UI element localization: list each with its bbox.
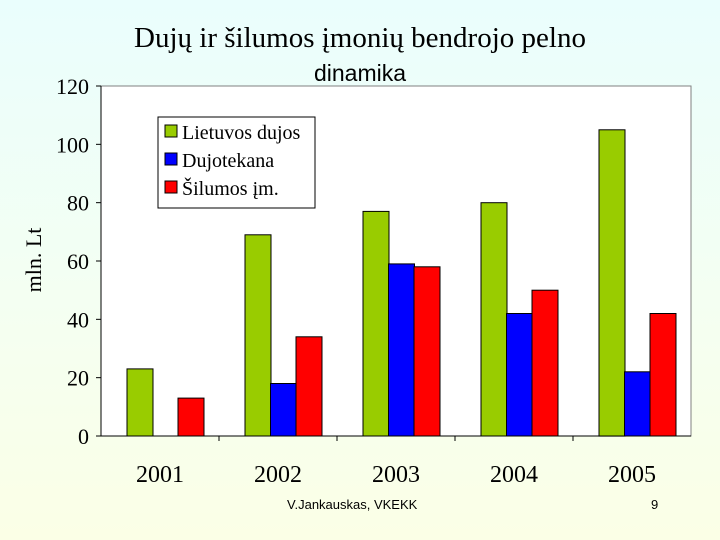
legend-swatch-0 — [164, 124, 178, 138]
chart-title-line-2: dinamika — [313, 60, 407, 86]
y-tick-label-40: 40 — [67, 307, 89, 332]
y-tick-label-20: 20 — [67, 366, 89, 391]
page-number: 9 — [651, 497, 659, 512]
x-tick-label-2002: 2002 — [254, 462, 302, 488]
x-tick-label-2003: 2003 — [372, 462, 420, 488]
y-tick-label-60: 60 — [67, 249, 89, 274]
legend-label-1: Dujotekana — [182, 150, 274, 172]
bar-2005--ilumos-m- — [649, 313, 677, 437]
bar-2003-dujotekana — [388, 263, 415, 437]
y-tick-label-100: 100 — [56, 132, 89, 157]
bar-2002-dujotekana — [270, 383, 297, 437]
bar-2002--ilumos-m- — [295, 336, 323, 437]
x-tick-label-2004: 2004 — [490, 462, 538, 488]
legend-swatch-2 — [164, 180, 178, 194]
bars-group — [126, 129, 677, 437]
bar-2004-lietuvos-dujos — [480, 202, 508, 437]
legend: Lietuvos dujos Dujotekana Šilumos įm. — [157, 116, 316, 209]
bar-2003-lietuvos-dujos — [362, 210, 390, 437]
y-tick-label-120: 120 — [56, 74, 89, 99]
y-tick-label-0: 0 — [78, 424, 89, 449]
bar-2004-dujotekana — [506, 313, 533, 437]
footer-author: V.Jankauskas, VKEKK — [287, 497, 418, 512]
bar-2005-dujotekana — [624, 371, 651, 437]
legend-label-0: Lietuvos dujos — [182, 122, 301, 144]
legend-label-2: Šilumos įm. — [182, 176, 279, 200]
legend-swatch-1 — [164, 152, 178, 166]
bar-2001--ilumos-m- — [177, 397, 205, 437]
y-axis-label: mln. Lt — [21, 228, 46, 293]
bar-2003--ilumos-m- — [413, 266, 441, 437]
legend-box — [157, 116, 316, 209]
y-tick-label-80: 80 — [67, 191, 89, 216]
bar-2002-lietuvos-dujos — [244, 234, 272, 437]
x-tick-label-2005: 2005 — [608, 462, 656, 488]
x-tick-label-2001: 2001 — [136, 462, 184, 488]
bar-2001-lietuvos-dujos — [126, 368, 154, 437]
bar-2004--ilumos-m- — [531, 289, 559, 437]
chart-title-line-1: Dujų ir šilumos įmonių bendrojo pelno — [134, 22, 586, 54]
axes-group: 2001 2002 2003 2004 2005 0 20 40 60 80 100 120 mln. … — [21, 74, 691, 488]
bar-2005-lietuvos-dujos — [598, 129, 626, 437]
